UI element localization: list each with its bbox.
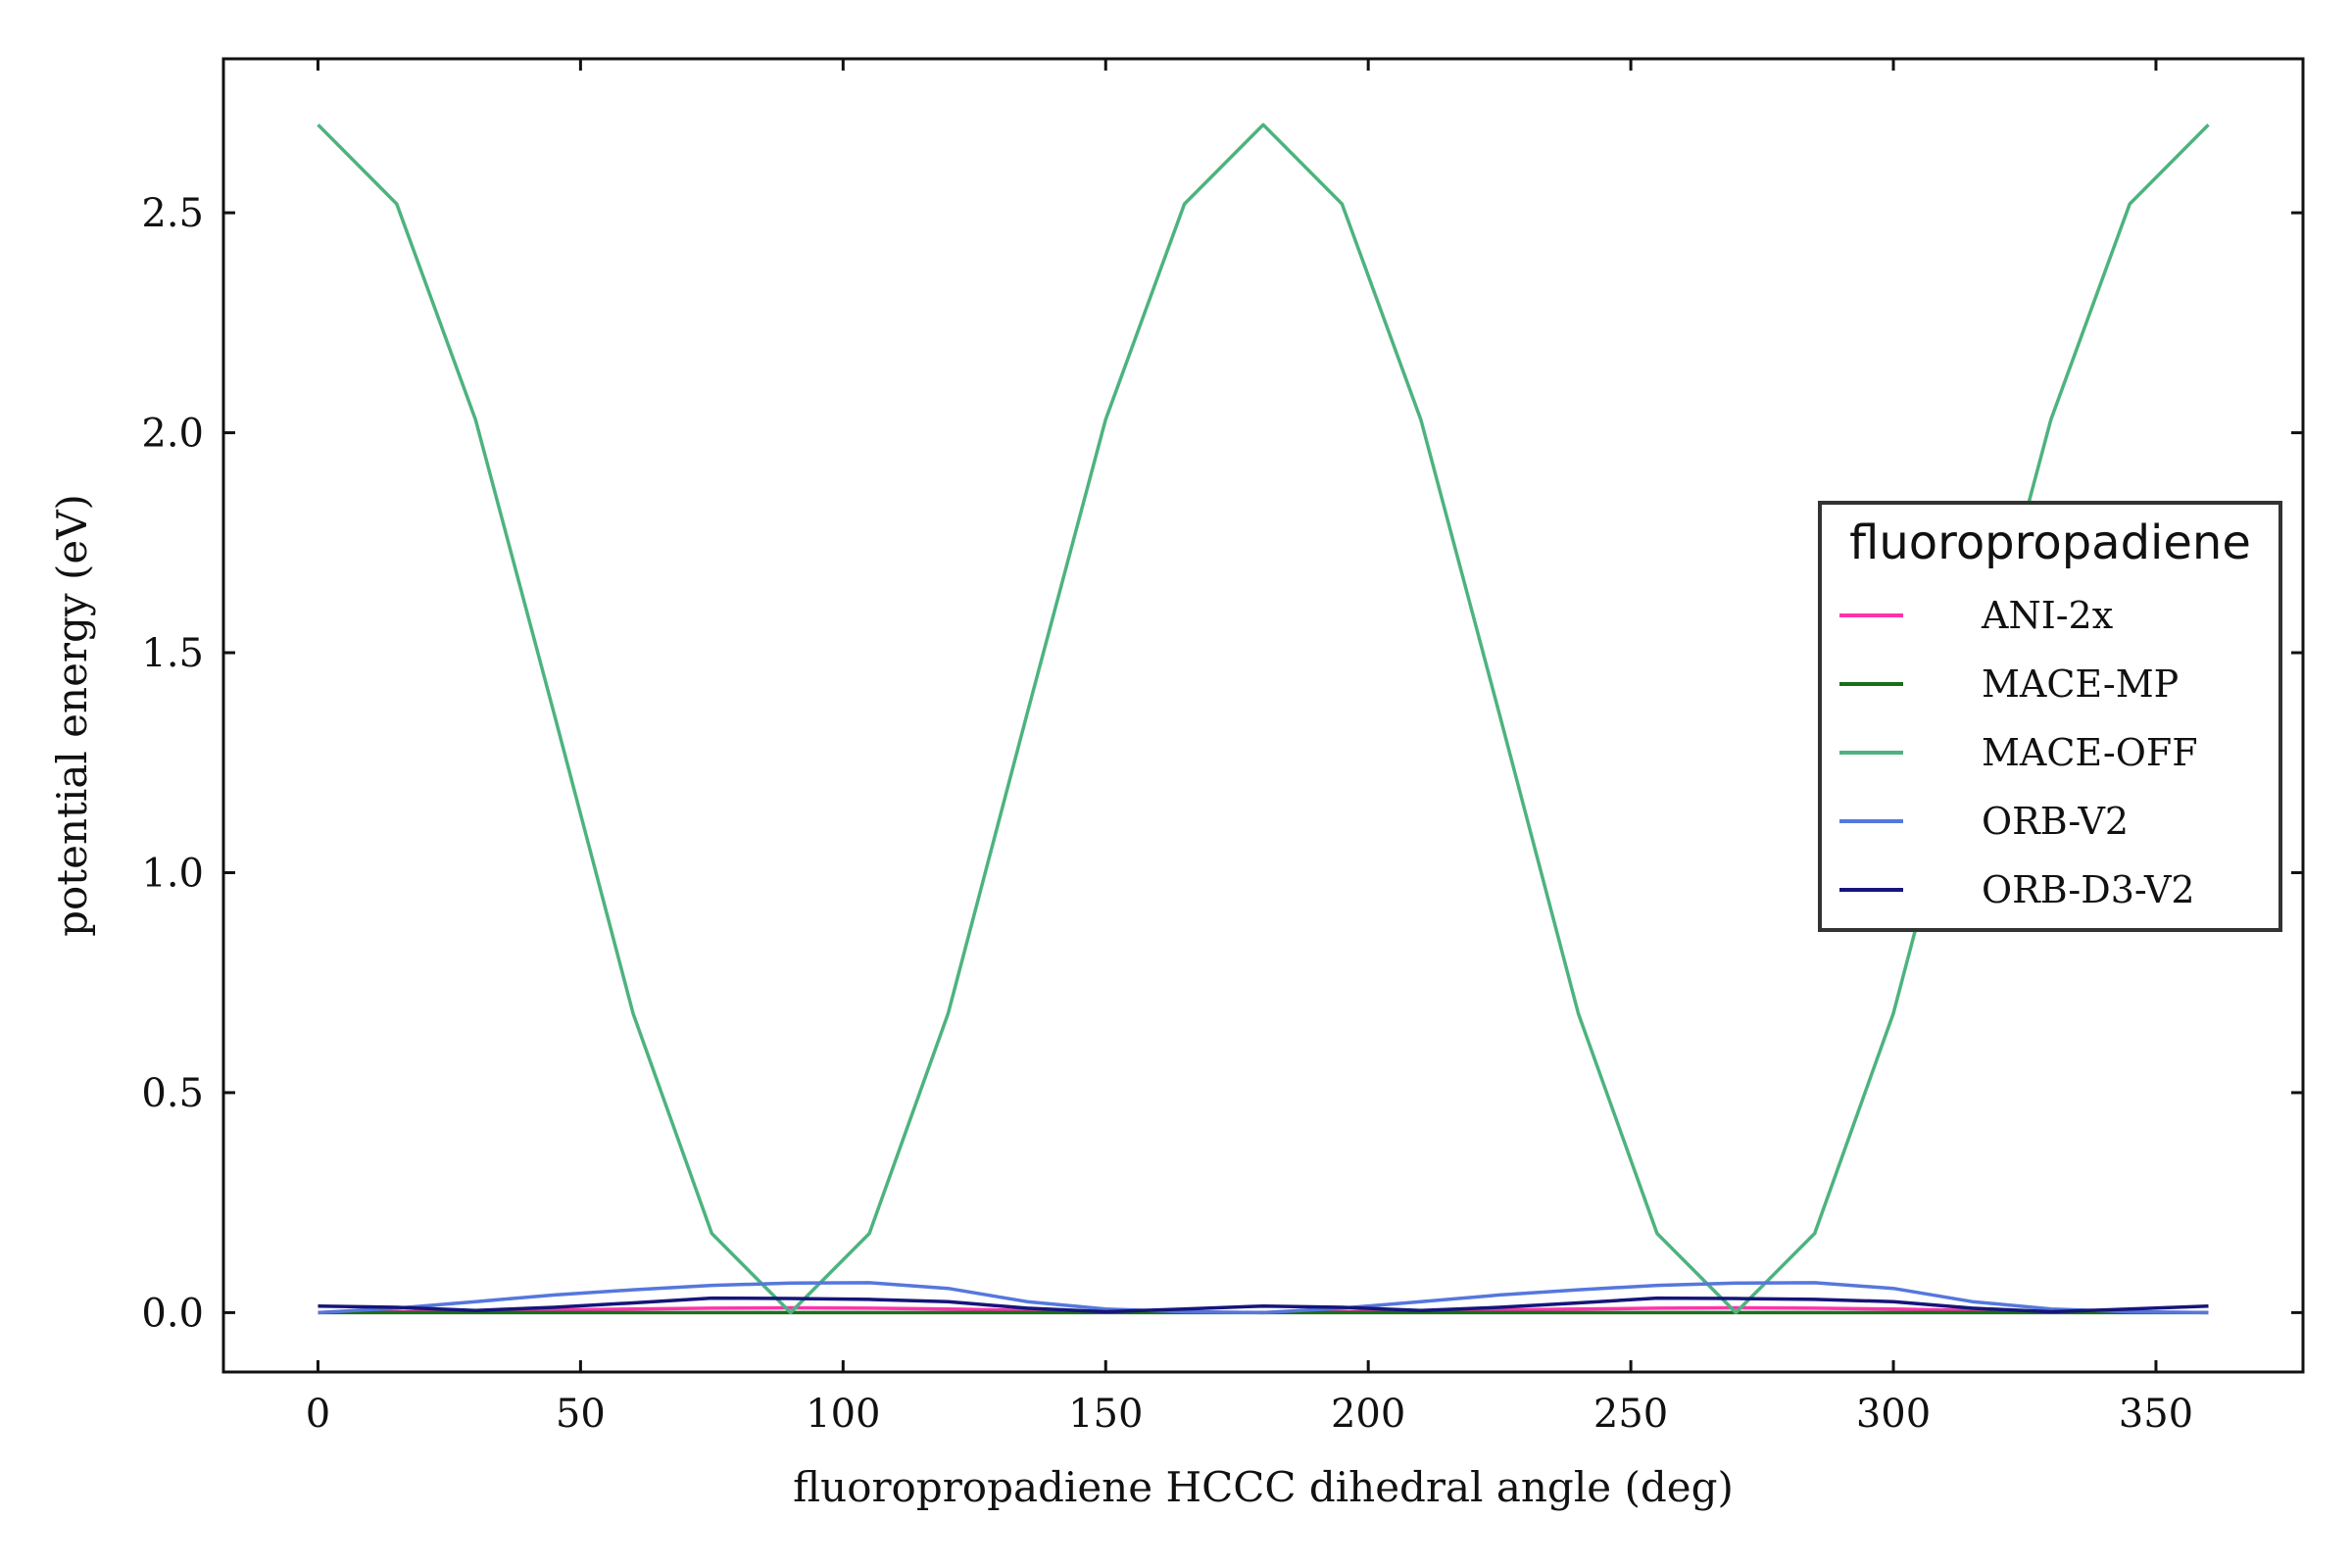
y-tick-label: 0.5 <box>141 1071 204 1116</box>
x-tick-label: 300 <box>1856 1392 1931 1437</box>
y-axis-label: potential energy (eV) <box>48 494 96 937</box>
x-axis-label: fluoropropadiene HCCC dihedral angle (de… <box>793 1463 1734 1511</box>
x-axis: 0 50 100 150 200 250 300 350 <box>306 59 2193 1437</box>
legend-label: ORB-V2 <box>1982 800 2129 843</box>
legend: fluoropropadiene ANI-2x MACE-MP MACE-OFF OR… <box>1818 501 2282 932</box>
x-tick-label: 0 <box>306 1392 330 1437</box>
plot-lines <box>317 122 2210 1315</box>
x-tick-label: 350 <box>2119 1392 2193 1437</box>
legend-title: fluoropropadiene <box>1849 515 2251 570</box>
legend-label: MACE-MP <box>1982 662 2179 706</box>
legend-label: MACE-OFF <box>1982 731 2198 774</box>
plot-frame <box>221 57 2305 1374</box>
x-tick-label: 200 <box>1331 1392 1405 1437</box>
y-axis: 0.0 0.5 1.0 1.5 2.0 2.5 <box>141 191 2303 1336</box>
series-line-orb-v2 <box>318 1281 2209 1315</box>
y-tick-label: 2.5 <box>141 191 204 236</box>
series-line-orb-d3-v2 <box>318 1296 2209 1314</box>
legend-box <box>1818 501 2282 932</box>
x-tick-label: 100 <box>806 1392 880 1437</box>
y-tick-label: 2.0 <box>141 412 204 457</box>
x-tick-label: 150 <box>1068 1392 1143 1437</box>
y-tick-label: 0.0 <box>141 1291 204 1336</box>
y-tick-label: 1.5 <box>141 631 204 676</box>
legend-label: ANI-2x <box>1981 594 2113 637</box>
x-tick-label: 50 <box>556 1392 606 1437</box>
x-tick-label: 250 <box>1593 1392 1668 1437</box>
legend-label: ORB-D3-V2 <box>1982 868 2195 911</box>
series-line-mace-off <box>317 122 2210 1315</box>
y-tick-label: 1.0 <box>141 851 204 896</box>
legend-entries: ANI-2x MACE-MP MACE-OFF ORB-V2 ORB-D3-V2 <box>1839 594 2198 911</box>
